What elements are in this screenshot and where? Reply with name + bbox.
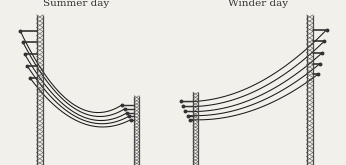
Text: Winder day: Winder day [228, 0, 288, 8]
Text: Summer day: Summer day [43, 0, 109, 8]
